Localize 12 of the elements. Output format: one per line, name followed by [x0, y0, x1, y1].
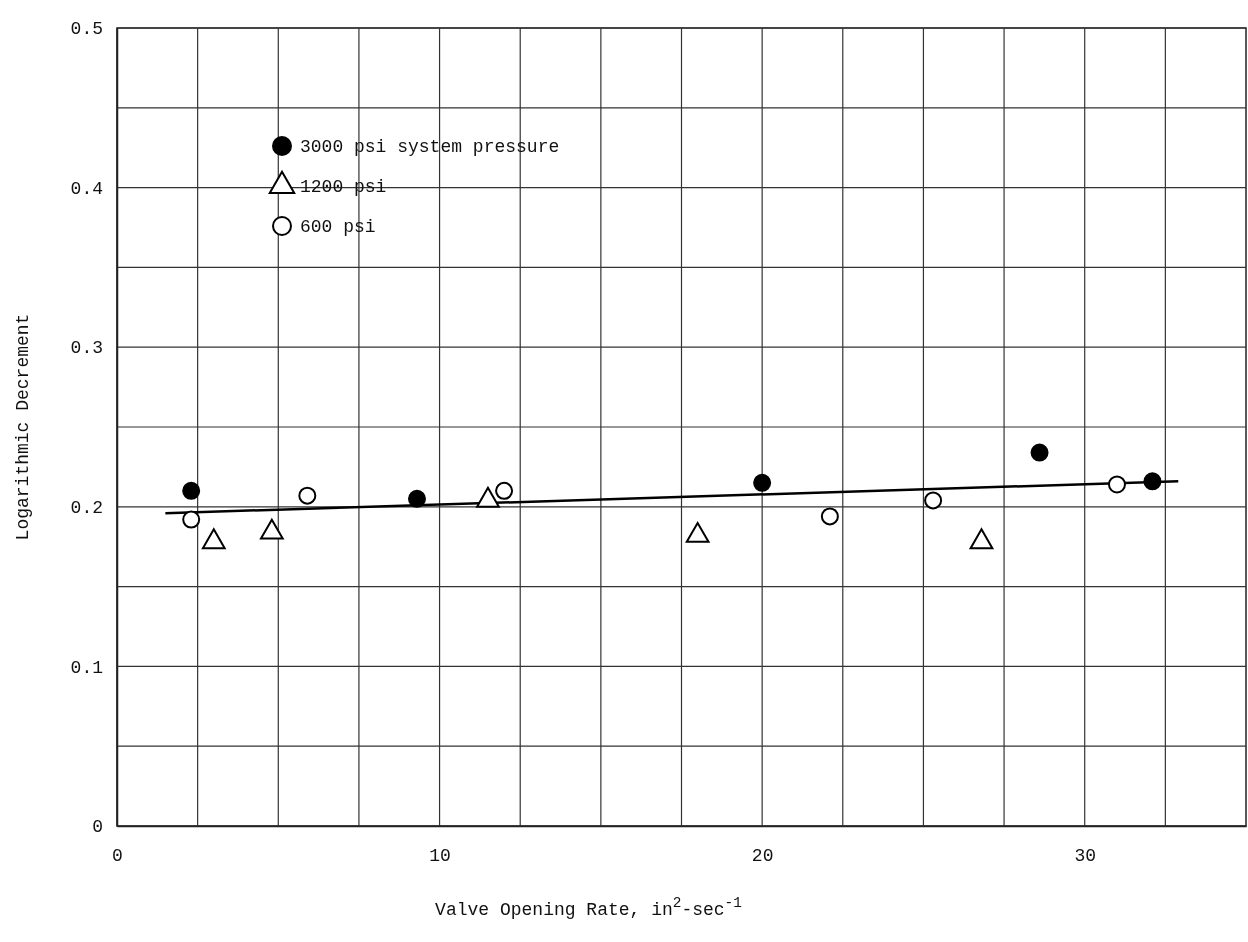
- y-tick-label: 0.2: [70, 498, 103, 519]
- x-axis-title: Valve Opening Rate, in$^{2}$-sec$^{-1}$: [435, 895, 742, 920]
- x-tick-label: 30: [1074, 845, 1097, 866]
- y-tick-label: 0.4: [70, 178, 103, 199]
- y-tick-label: 0: [92, 817, 103, 838]
- y-tick-label: 0.1: [70, 657, 103, 678]
- x-tick-label: 10: [429, 845, 451, 866]
- x-tick-label: 20: [751, 845, 774, 866]
- y-tick-label: 0.5: [70, 19, 103, 40]
- y-axis-title: Logarithmic Decrement: [13, 313, 33, 541]
- x-tick-label: 0: [112, 845, 123, 866]
- y-tick-label: 0.3: [70, 338, 103, 359]
